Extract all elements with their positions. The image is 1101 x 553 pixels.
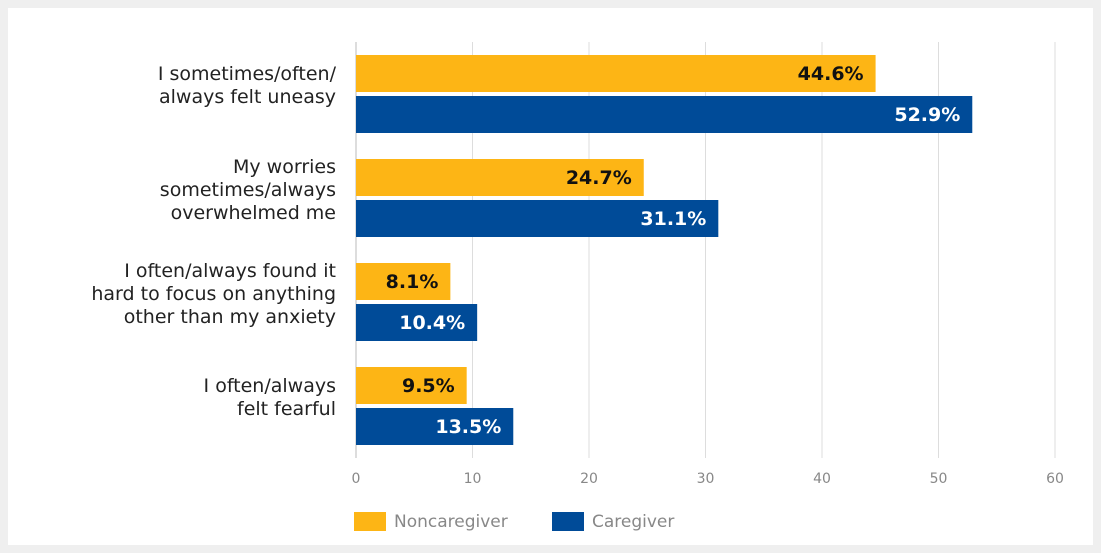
value-label: 52.9% — [894, 104, 960, 126]
bar — [356, 304, 478, 341]
bar — [356, 96, 973, 133]
x-tick-label: 20 — [580, 471, 598, 487]
bar — [356, 263, 451, 300]
legend-label: Noncaregiver — [394, 512, 508, 532]
value-label: 13.5% — [435, 416, 501, 438]
category-label: I often/always felt fearful — [203, 375, 336, 420]
x-tick-label: 30 — [697, 471, 715, 487]
x-tick-label: 40 — [813, 471, 831, 487]
bar — [356, 367, 467, 404]
bar — [356, 55, 876, 92]
value-label: 31.1% — [640, 208, 706, 230]
bar — [356, 408, 514, 445]
legend-swatch — [354, 512, 386, 531]
bar — [356, 159, 644, 196]
x-tick-label: 50 — [930, 471, 948, 487]
value-label: 44.6% — [798, 63, 864, 85]
category-label: I often/always found it hard to focus on… — [91, 259, 336, 328]
bar — [356, 200, 719, 237]
x-tick-label: 0 — [352, 471, 361, 487]
legend-label: Caregiver — [592, 512, 674, 532]
value-label: 10.4% — [399, 312, 465, 334]
category-label: My worries sometimes/always overwhelmed … — [159, 155, 336, 224]
category-labels: I sometimes/often/ always felt uneasy My … — [0, 0, 336, 553]
category-label: I sometimes/often/ always felt uneasy — [157, 63, 336, 108]
value-label: 24.7% — [566, 167, 632, 189]
value-label: 9.5% — [402, 375, 455, 397]
value-label: 8.1% — [386, 271, 439, 293]
x-tick-label: 10 — [464, 471, 482, 487]
x-tick-label: 60 — [1046, 471, 1064, 487]
legend-swatch — [552, 512, 584, 531]
